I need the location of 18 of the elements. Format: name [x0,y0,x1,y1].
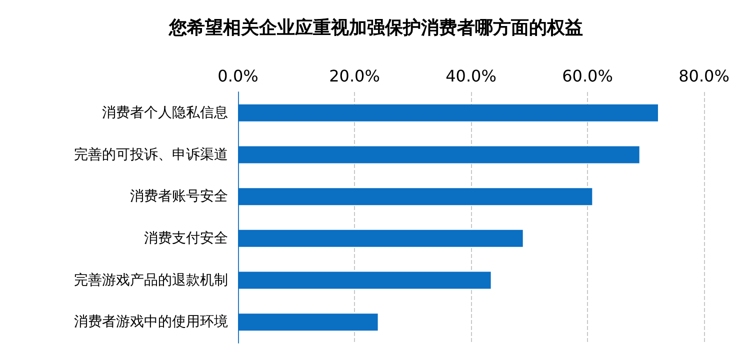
y-tick-label: 消费者游戏中的使用环境 [74,314,228,330]
bar [238,314,378,331]
x-tick-label: 40.0% [446,66,496,86]
y-tick-label: 完善游戏产品的退款机制 [74,271,228,288]
bar [238,230,523,247]
y-tick-label: 消费者个人隐私信息 [102,104,228,121]
bar [238,104,658,122]
x-tick-label: 20.0% [329,66,380,86]
x-tick-label: 0.0% [218,66,258,86]
y-tick-label: 完善的可投诉、申诉渠道 [74,146,228,163]
bar [238,146,640,164]
y-tick-label: 消费支付安全 [144,230,228,246]
x-tick-label: 80.0% [678,66,730,86]
bar [238,188,592,206]
y-tick-label: 消费者账号安全 [130,188,228,205]
chart-title: 您希望相关企业应重视加强保护消费者哪方面的权益 [168,18,583,38]
bar [238,272,491,289]
x-tick-label: 60.0% [562,66,613,86]
